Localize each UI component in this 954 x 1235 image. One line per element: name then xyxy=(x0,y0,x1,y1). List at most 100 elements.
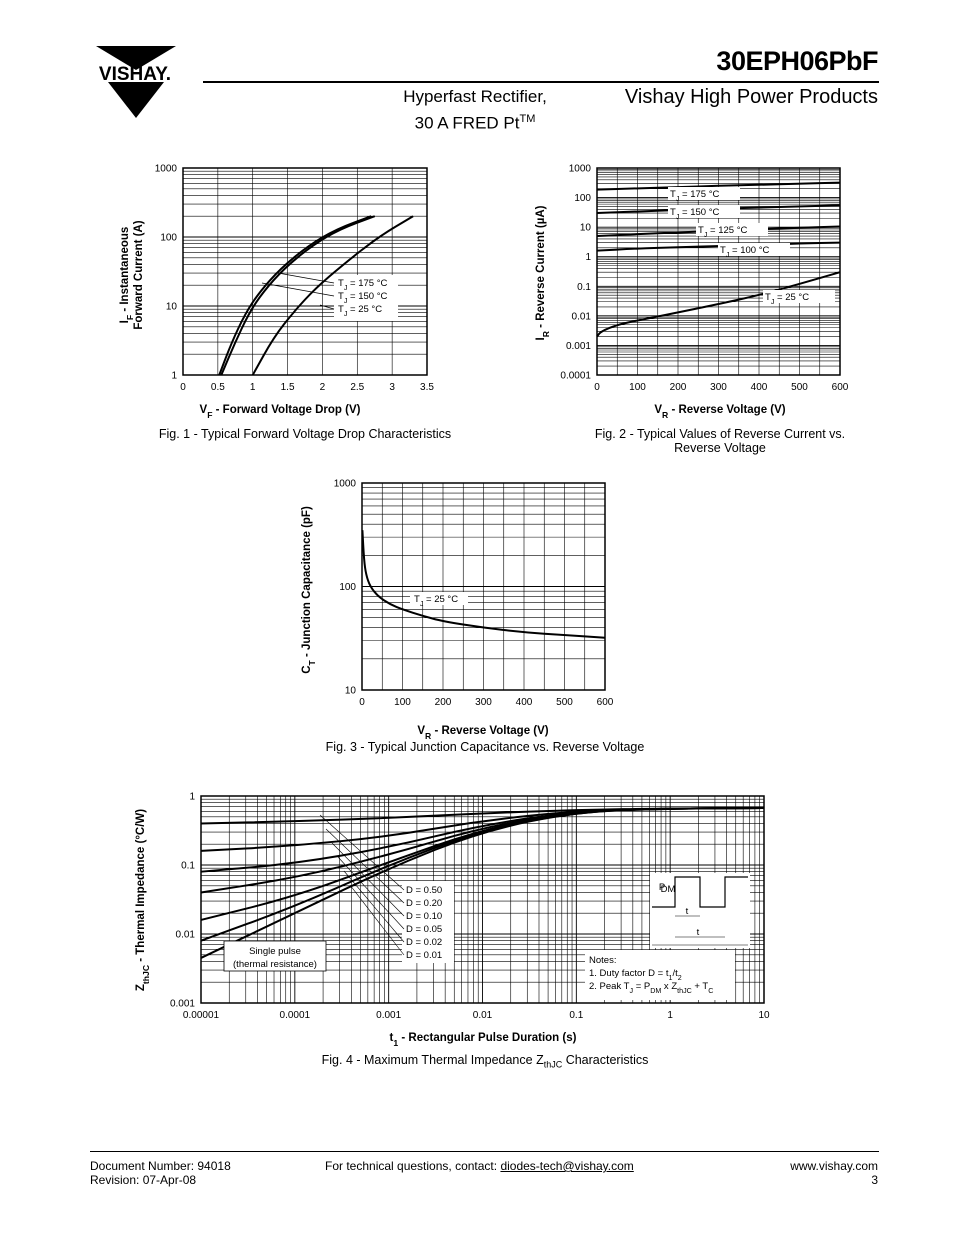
fig2-caption-line2: Reverse Voltage xyxy=(674,441,766,455)
fig3-x-axis-title-part: R xyxy=(425,731,432,741)
fig3-y-axis-title-part: C xyxy=(301,665,313,673)
vishay-logo: VISHAY. xyxy=(88,46,184,120)
fig4-note1-part: 1. Duty factor D = t xyxy=(589,968,669,979)
fig3-curve-label-part: J xyxy=(420,600,424,608)
y-tick-label: 0.01 xyxy=(176,930,196,941)
fig2-curve-label-part: J xyxy=(726,251,730,259)
x-tick-label: 0.1 xyxy=(569,1010,583,1021)
fig1-curve-label-part: = 25 °C xyxy=(347,304,382,315)
fig4-note2-part: J xyxy=(630,987,634,995)
website-link[interactable]: www.vishay.com xyxy=(790,1159,878,1173)
fig4-note1: 1. Duty factor D = t1/t2 xyxy=(589,968,682,982)
series-line-0 xyxy=(361,530,606,639)
contact-email-link[interactable]: diodes-tech@vishay.com xyxy=(500,1159,634,1173)
x-tick-label: 0.5 xyxy=(211,382,225,393)
fig1-curve-label-part: J xyxy=(344,297,348,305)
product-subtitle: Hyperfast Rectifier, 30 A FRED PtTM xyxy=(380,86,570,135)
fig4-note2-part: = P xyxy=(633,981,650,992)
fig2-curve-label: TJ = 25 °C xyxy=(765,292,809,306)
fig2-y-axis-title-part: - Reverse Current (µA) xyxy=(535,205,547,331)
x-tick-label: 10 xyxy=(758,1010,770,1021)
fig4-x-axis-title: t1 - Rectangular Pulse Duration (s) xyxy=(390,1032,577,1048)
fig2-caption: Fig. 2 - Typical Values of Reverse Curre… xyxy=(570,427,870,455)
x-tick-label: 300 xyxy=(475,697,492,708)
fig1-y-axis-title-1-part: F xyxy=(125,315,135,320)
fig4-y-axis-title-part: Z xyxy=(135,984,147,991)
fig4-note2-part: x Z xyxy=(661,981,677,992)
fig1-y-axis-title-1-part: I xyxy=(119,320,131,323)
fig4-duty-leader xyxy=(349,884,405,956)
fig1-x-axis-title-part: - Forward Voltage Drop (V) xyxy=(212,404,360,416)
revision: Revision: 07-Apr-08 xyxy=(90,1173,197,1187)
plot-frame xyxy=(182,167,428,376)
fig2-curve-label: TJ = 150 °C xyxy=(670,207,719,221)
fig1-curve-label-part: T xyxy=(338,304,344,315)
series-line-2 xyxy=(251,215,414,376)
x-tick-label: 300 xyxy=(710,382,727,393)
plot-frame xyxy=(596,167,841,376)
x-tick-label: 400 xyxy=(751,382,768,393)
fig4-notes-bg xyxy=(585,950,735,1000)
fig1-x-axis-title-part: V xyxy=(200,404,208,416)
fig4-duty-leader xyxy=(343,870,405,943)
fig2-y-axis-title: IR - Reverse Current (µA) xyxy=(535,205,551,340)
x-tick-label: 0.0001 xyxy=(280,1010,311,1021)
contact-prefix: For technical questions, contact: xyxy=(325,1159,501,1173)
fig4-note2-part: 2. Peak T xyxy=(589,981,630,992)
fig1-x-axis-title-part: F xyxy=(207,410,212,420)
x-tick-label: 400 xyxy=(516,697,533,708)
fig1-curve-label: TJ = 25 °C xyxy=(338,304,382,318)
footer-rule xyxy=(90,1151,879,1152)
fig3-curve-label: TJ = 25 °C xyxy=(414,594,458,608)
part-number: 30EPH06PbF xyxy=(716,46,878,76)
y-tick-label: 1 xyxy=(171,371,177,382)
page-number: 3 xyxy=(871,1173,878,1187)
trademark-sup: TM xyxy=(519,113,536,125)
fig1-y-axis-title-1: IF - Instantaneous xyxy=(119,227,135,324)
footer-right: www.vishay.com 3 xyxy=(790,1159,878,1187)
y-tick-label: 0.001 xyxy=(566,341,591,352)
x-tick-label: 0 xyxy=(359,697,365,708)
fig1-curve-label-part: T xyxy=(338,291,344,302)
fig4-duty-label: D = 0.02 xyxy=(406,937,442,948)
fig2-curve-label-part: = 175 °C xyxy=(679,189,719,200)
fig1-curve-label-part: = 175 °C xyxy=(347,278,387,289)
fig4-chart: 0.001 0.01 0.1 1 0.00001 0.0001 0.001 0.01 0.1 1 1… xyxy=(130,785,810,1050)
y-tick-label: 10 xyxy=(345,686,357,697)
fig4-duty-label: D = 0.20 xyxy=(406,898,442,909)
fig3-x-axis-title-part: V xyxy=(417,725,425,737)
fig3-label-bg xyxy=(410,592,468,605)
fig2-label-bg xyxy=(718,243,790,256)
fig1-curve-label: TJ = 150 °C xyxy=(338,291,387,305)
fig4-duty-label: D = 0.50 xyxy=(406,885,442,896)
fig2-curve-label: TJ = 125 °C xyxy=(698,225,747,239)
x-tick-label: 3 xyxy=(389,382,395,393)
x-tick-label: 200 xyxy=(435,697,452,708)
series-line-0 xyxy=(218,215,372,376)
y-tick-label: 0.1 xyxy=(181,861,195,872)
fig4-y-axis-title-part: - Thermal Impedance (°C/W) xyxy=(135,809,147,965)
fig4-notes-title: Notes: xyxy=(589,955,616,966)
subtitle-line2-text: 30 A FRED Pt xyxy=(414,113,520,133)
fig4-single-pulse-box xyxy=(223,940,327,972)
y-tick-label: 1000 xyxy=(155,164,178,175)
fig4-y-axis-title-part: thJC xyxy=(141,965,151,984)
subtitle-line2: 30 A FRED PtTM xyxy=(380,108,570,135)
fig3-y-axis-title-part: - Junction Capacitance (pF) xyxy=(301,506,313,660)
fig4-note1-part: 1 xyxy=(668,974,672,982)
fig1-legend-box xyxy=(334,275,398,321)
x-tick-label: 600 xyxy=(597,697,614,708)
fig4-y-axis-title: ZthJC - Thermal Impedance (°C/W) xyxy=(135,809,151,991)
doc-number: Document Number: 94018 xyxy=(90,1159,231,1173)
fig2-curve-label-part: J xyxy=(704,231,708,239)
fig2-chart: 0.0001 0.001 0.01 0.1 1 10 100 1000 0 100 200 300 40… xyxy=(520,155,900,445)
x-tick-label: 0.01 xyxy=(473,1010,493,1021)
x-tick-label: 500 xyxy=(556,697,573,708)
x-tick-label: 0 xyxy=(180,382,186,393)
y-tick-label: 1000 xyxy=(334,479,357,490)
fig2-label-bg xyxy=(763,290,835,303)
fig4-caption-main: Fig. 4 - Maximum Thermal Impedance Z xyxy=(321,1053,544,1067)
plot-frame xyxy=(361,482,606,691)
fig2-curve-label-part: T xyxy=(765,292,771,303)
fig4-duty-label: D = 0.01 xyxy=(406,950,442,961)
